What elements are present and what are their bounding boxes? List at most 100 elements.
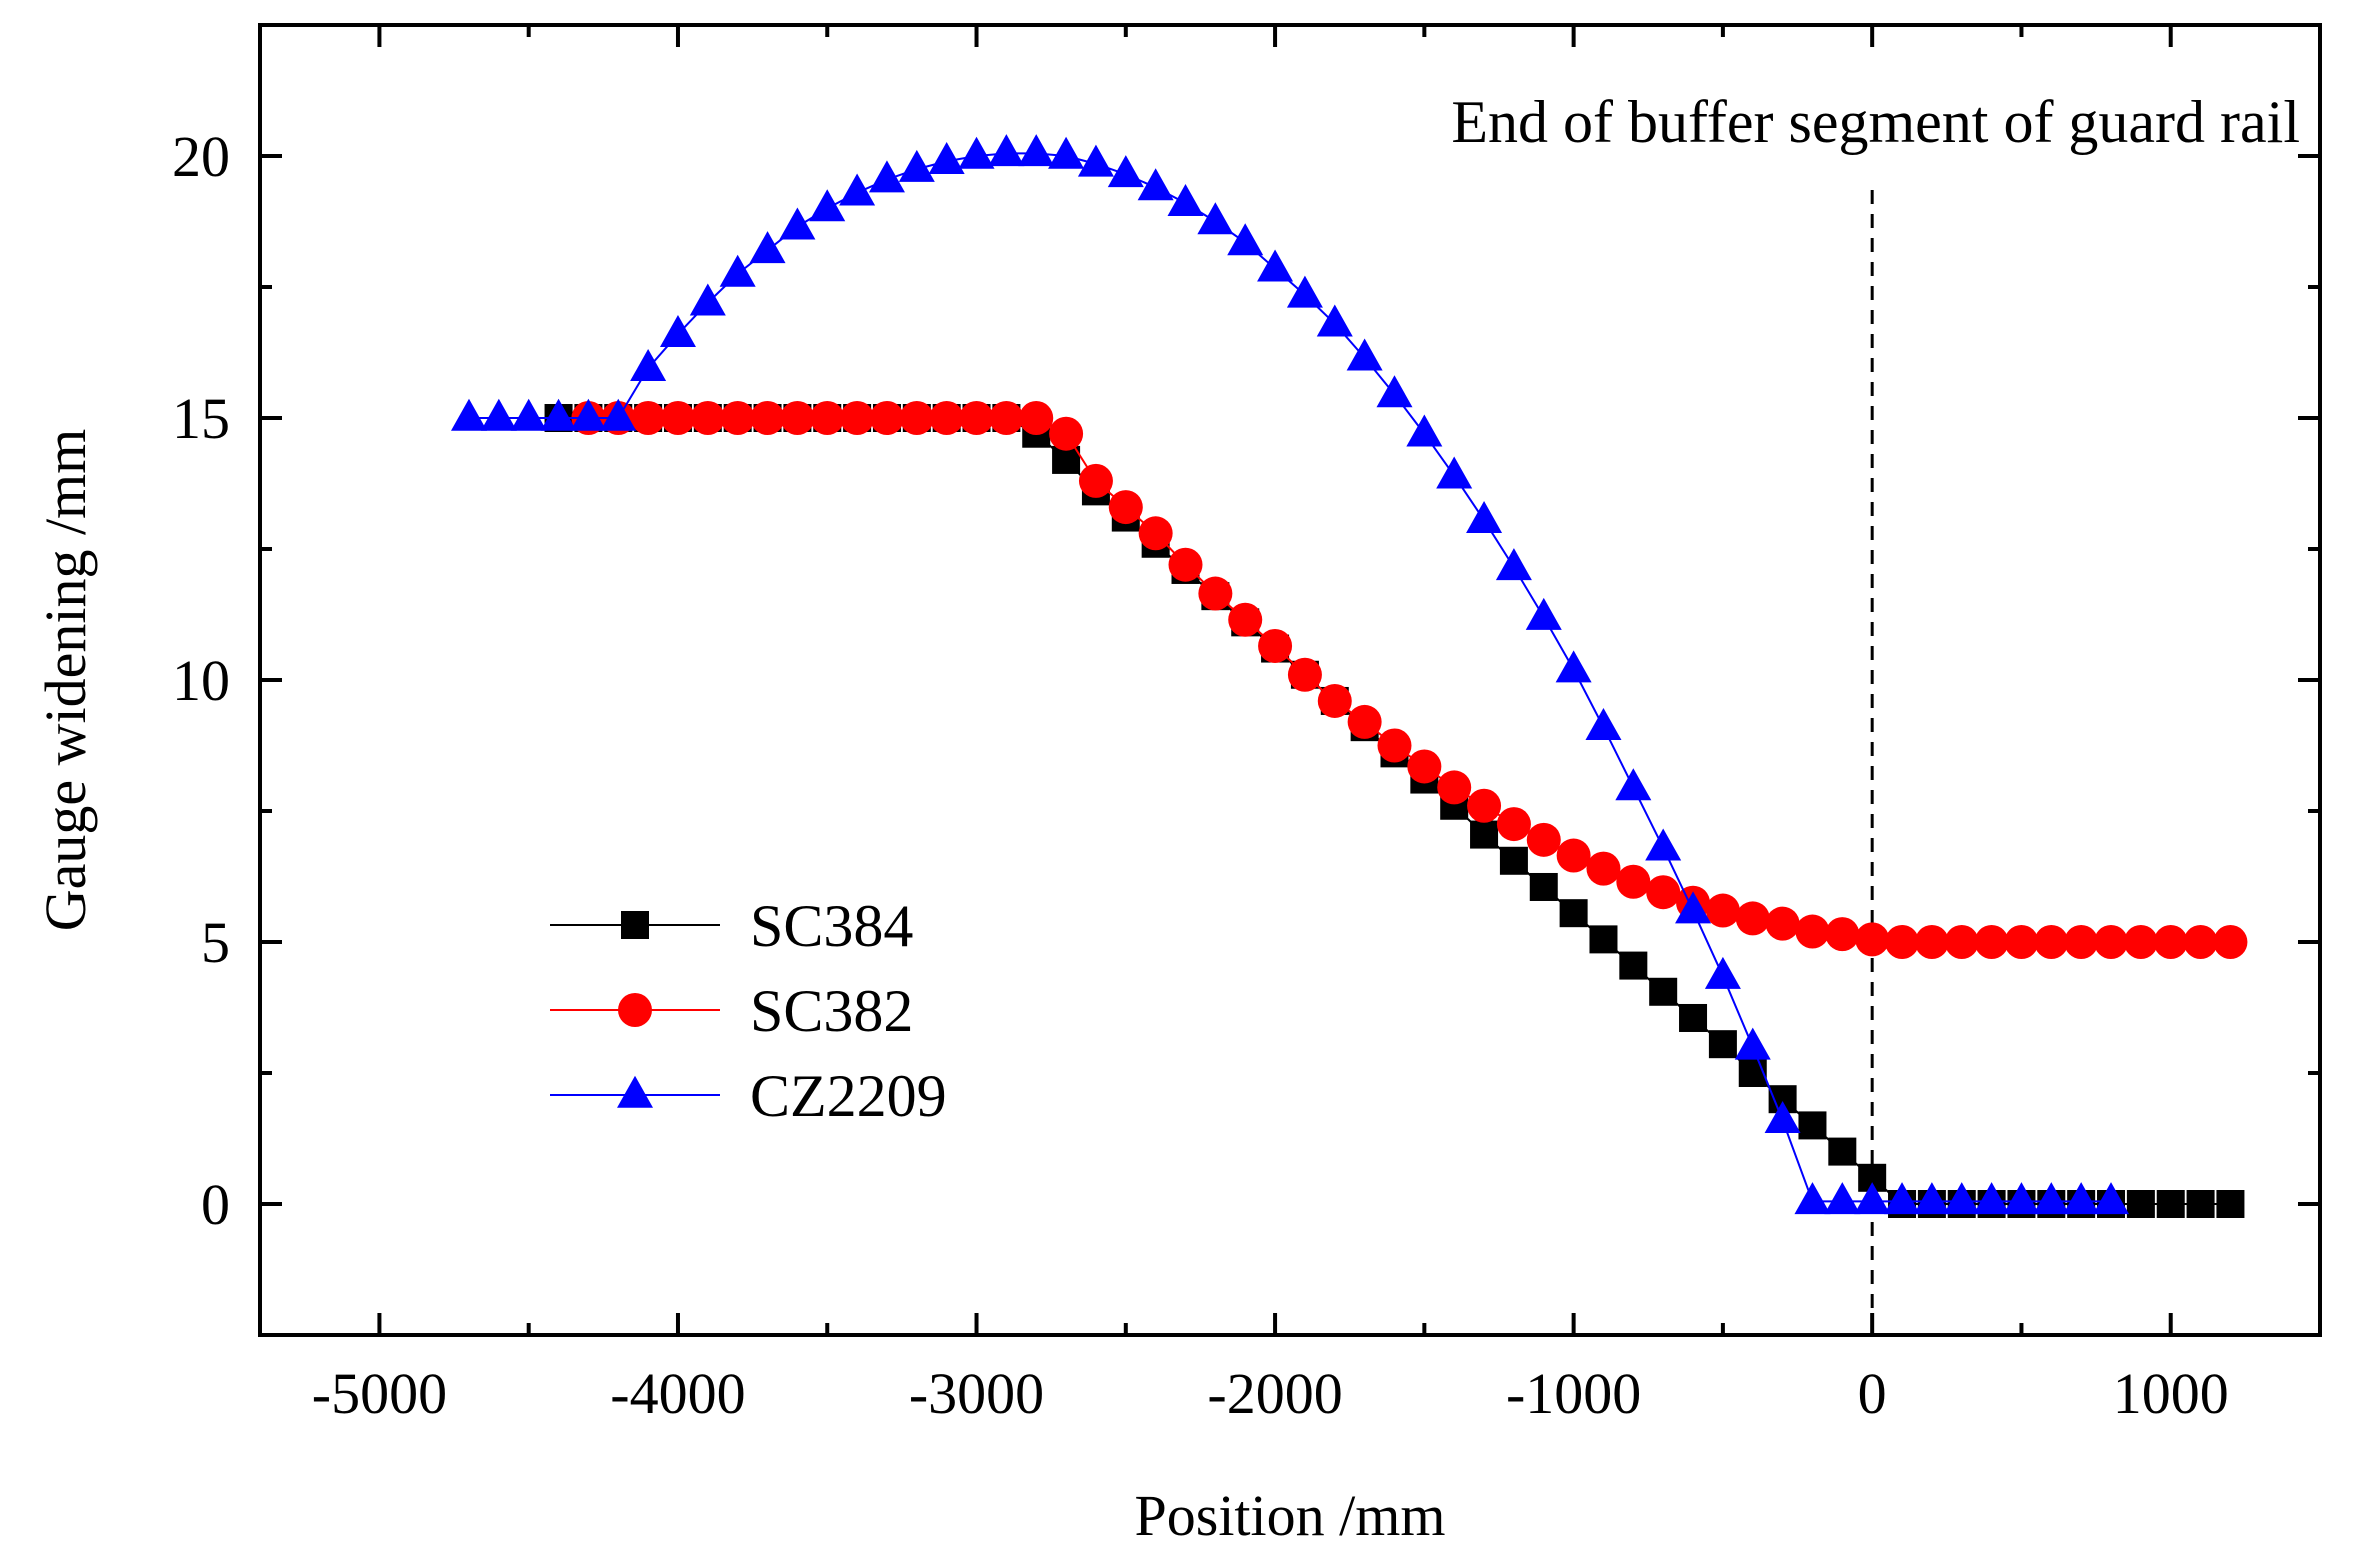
- data-point-sc384: [1589, 925, 1618, 954]
- data-point-cz2209: [450, 398, 487, 431]
- data-point-cz2209: [1615, 768, 1652, 801]
- y-tick-label: 0: [201, 1172, 230, 1237]
- data-point-cz2209: [898, 149, 935, 182]
- data-point-sc382: [1944, 925, 1979, 959]
- data-point-cz2209: [868, 160, 905, 193]
- x-tick-label: 1000: [2113, 1361, 2229, 1426]
- x-axis-title: Position /mm: [1134, 1483, 1445, 1548]
- data-point-cz2209: [1197, 202, 1234, 235]
- data-point-cz2209: [1048, 136, 1085, 169]
- legend-marker-cz2209: [617, 1075, 653, 1108]
- data-point-sc382: [1287, 657, 1322, 692]
- data-point-sc384: [1828, 1137, 1857, 1166]
- data-point-sc384: [2156, 1190, 2185, 1218]
- data-point-sc382: [1855, 922, 1890, 957]
- data-point-sc382: [1078, 463, 1113, 498]
- data-point-sc382: [959, 401, 994, 435]
- data-point-cz2209: [988, 134, 1025, 167]
- y-tick-label: 20: [172, 124, 230, 189]
- data-point-sc382: [1347, 704, 1382, 739]
- y-tick-label: 5: [201, 910, 230, 975]
- data-point-cz2209: [1884, 1182, 1921, 1215]
- data-point-cz2209: [1077, 144, 1114, 177]
- data-point-cz2209: [1107, 155, 1144, 188]
- data-point-sc382: [899, 401, 934, 435]
- data-point-sc382: [1885, 925, 1920, 959]
- data-point-cz2209: [1973, 1182, 2010, 1215]
- data-point-sc382: [2153, 925, 2188, 959]
- legend-label-sc384: SC384: [750, 893, 913, 959]
- data-point-sc382: [1496, 807, 1531, 842]
- data-point-cz2209: [540, 398, 577, 431]
- data-point-sc382: [929, 401, 964, 435]
- data-point-cz2209: [1943, 1182, 1980, 1215]
- data-point-sc382: [720, 401, 755, 435]
- data-point-cz2209: [1137, 168, 1174, 201]
- data-point-sc382: [810, 401, 845, 435]
- data-point-cz2209: [2063, 1182, 2100, 1215]
- data-point-cz2209: [480, 398, 517, 431]
- data-point-cz2209: [1316, 304, 1353, 337]
- data-point-sc382: [1526, 822, 1561, 857]
- data-point-sc382: [2034, 925, 2069, 959]
- data-point-cz2209: [779, 207, 816, 240]
- legend-marker-sc382: [618, 993, 652, 1027]
- x-tick-label: -2000: [1207, 1361, 1342, 1426]
- data-point-sc384: [2216, 1190, 2245, 1218]
- data-point-sc382: [1049, 416, 1084, 451]
- legend-entry-cz2209: CZ2209: [550, 1063, 947, 1129]
- data-point-cz2209: [928, 142, 965, 175]
- data-point-cz2209: [749, 231, 786, 264]
- data-point-sc384: [1619, 951, 1648, 980]
- data-point-cz2209: [630, 349, 667, 382]
- data-point-cz2209: [1018, 134, 1055, 167]
- data-point-cz2209: [1794, 1182, 1831, 1215]
- data-point-sc382: [1974, 925, 2009, 959]
- data-point-sc384: [1470, 820, 1499, 849]
- data-point-sc384: [1649, 977, 1678, 1006]
- data-point-cz2209: [600, 398, 637, 431]
- x-tick-label: 0: [1858, 1361, 1887, 1426]
- data-point-sc382: [2123, 925, 2158, 959]
- data-point-sc384: [2186, 1190, 2215, 1218]
- legend-label-cz2209: CZ2209: [750, 1063, 947, 1129]
- data-point-cz2209: [1346, 338, 1383, 371]
- y-tick-label: 15: [172, 386, 230, 451]
- data-point-sc382: [1735, 901, 1770, 936]
- data-point-sc384: [2126, 1190, 2155, 1218]
- data-point-sc382: [1914, 925, 1949, 959]
- data-point-cz2209: [1585, 707, 1622, 740]
- data-point-cz2209: [570, 398, 607, 431]
- data-point-sc384: [1499, 846, 1528, 875]
- data-point-sc382: [1108, 490, 1143, 525]
- data-point-cz2209: [689, 283, 726, 316]
- data-point-sc382: [989, 401, 1024, 435]
- data-point-cz2209: [1376, 375, 1413, 408]
- data-point-sc382: [1168, 547, 1203, 582]
- data-point-sc382: [1258, 628, 1293, 663]
- data-point-cz2209: [1227, 223, 1264, 256]
- x-tick-label: -5000: [312, 1361, 447, 1426]
- data-point-sc382: [631, 401, 666, 435]
- annotation-text: End of buffer segment of guard rail: [1451, 89, 2300, 155]
- axis-ticks: -5000 -4000 -3000 -2000 -1000 0 1000 0 5 10 15 20: [172, 25, 2322, 1426]
- data-point-cz2209: [1466, 500, 1503, 533]
- data-point-cz2209: [510, 398, 547, 431]
- series-sc382: [571, 401, 2248, 959]
- data-point-sc382: [690, 401, 725, 435]
- data-point-cz2209: [2033, 1182, 2070, 1215]
- legend-entry-sc384: SC384: [550, 893, 913, 959]
- data-point-cz2209: [1406, 414, 1443, 447]
- data-point-sc382: [1556, 838, 1591, 873]
- data-point-sc382: [1138, 516, 1173, 551]
- x-tick-label: -1000: [1506, 1361, 1641, 1426]
- data-point-cz2209: [1704, 956, 1741, 989]
- legend: SC384 SC382 CZ2209: [550, 893, 947, 1129]
- data-point-sc382: [1317, 683, 1352, 718]
- data-point-sc382: [1467, 788, 1502, 823]
- data-point-cz2209: [1854, 1182, 1891, 1215]
- data-point-sc382: [1825, 917, 1860, 952]
- data-point-sc382: [2064, 925, 2099, 959]
- data-point-cz2209: [1286, 275, 1323, 308]
